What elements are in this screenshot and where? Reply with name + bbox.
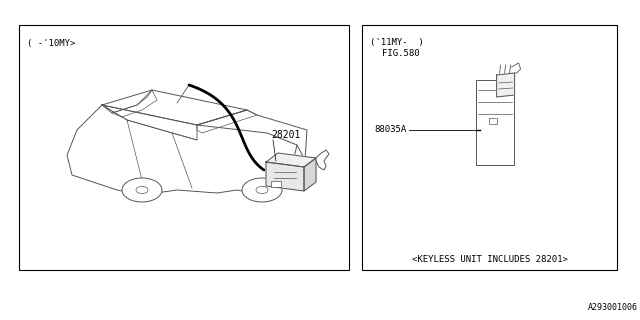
Ellipse shape: [136, 186, 148, 194]
Ellipse shape: [122, 178, 162, 202]
Polygon shape: [266, 153, 316, 167]
Text: A293001006: A293001006: [588, 303, 638, 312]
Polygon shape: [266, 162, 304, 191]
Polygon shape: [304, 158, 316, 191]
Text: FIG.580: FIG.580: [382, 49, 420, 58]
Text: ('11MY-  ): ('11MY- ): [370, 38, 424, 47]
Ellipse shape: [242, 178, 282, 202]
Text: 28201: 28201: [271, 130, 300, 140]
Bar: [488, 118, 497, 124]
Bar: [271, 181, 281, 187]
Text: ( -'10MY>: ( -'10MY>: [27, 39, 76, 48]
Ellipse shape: [256, 186, 268, 194]
Text: <KEYLESS UNIT INCLUDES 28201>: <KEYLESS UNIT INCLUDES 28201>: [412, 255, 568, 264]
Bar: [362, 25, 617, 270]
Polygon shape: [497, 73, 515, 97]
Text: 88035A: 88035A: [374, 125, 406, 134]
Bar: [19, 25, 349, 270]
Bar: [476, 80, 514, 165]
